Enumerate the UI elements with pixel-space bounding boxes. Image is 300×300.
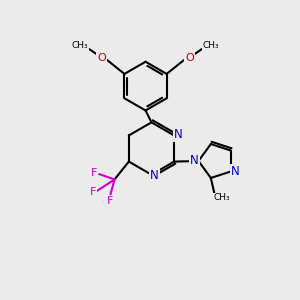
- Text: CH₃: CH₃: [71, 41, 88, 50]
- Text: O: O: [97, 52, 106, 63]
- Text: N: N: [190, 154, 199, 167]
- Text: F: F: [91, 168, 98, 178]
- Text: CH₃: CH₃: [203, 41, 220, 50]
- Text: N: N: [150, 169, 159, 182]
- Text: F: F: [89, 187, 96, 197]
- Text: CH₃: CH₃: [214, 194, 230, 202]
- Text: F: F: [107, 196, 113, 206]
- Text: N: N: [174, 128, 182, 141]
- Text: O: O: [185, 52, 194, 63]
- Text: N: N: [231, 165, 239, 178]
